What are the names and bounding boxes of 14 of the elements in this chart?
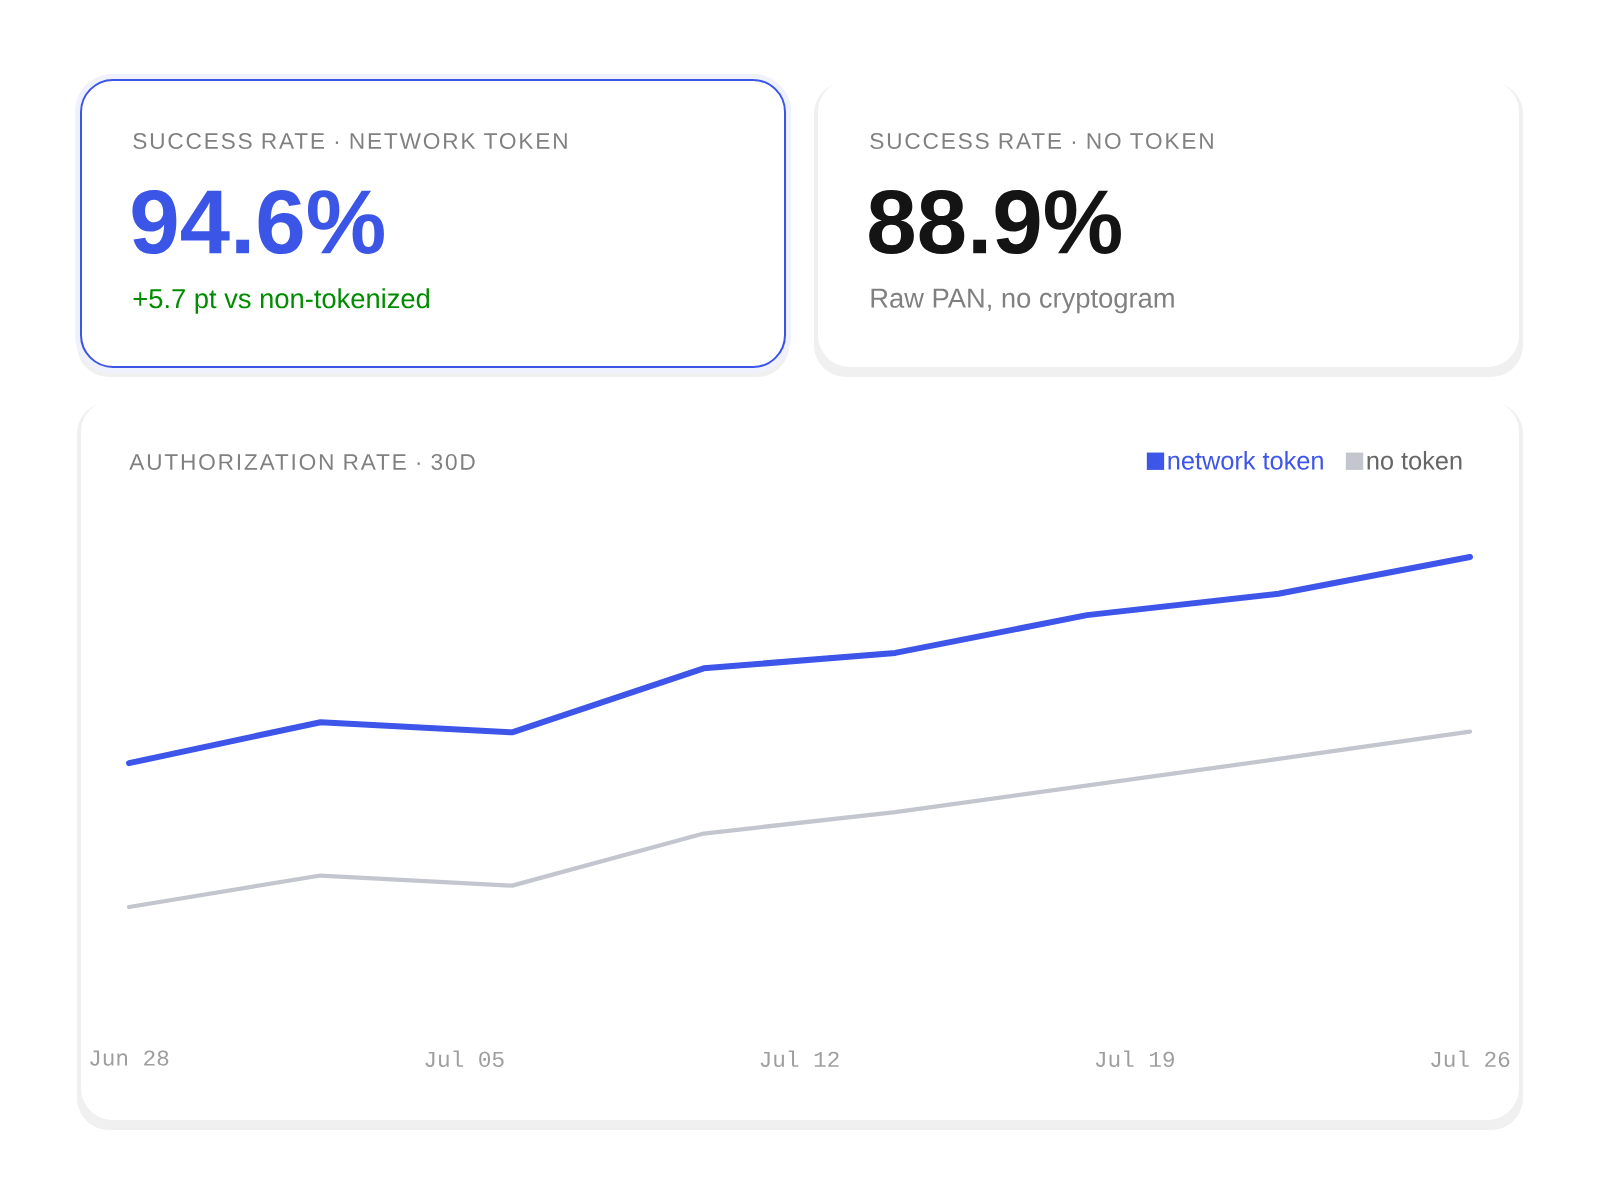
x-tick-label: Jul 05 xyxy=(425,1050,504,1068)
x-tick-label: Jul 12 xyxy=(760,1050,839,1068)
text: SUCCESS RATE · NO TOKEN xyxy=(870,132,1213,150)
text: 94.6% xyxy=(132,189,384,255)
legend-label: network token xyxy=(1168,451,1323,470)
chart-title: AUTHORIZATION RATE · 30D xyxy=(129,453,475,471)
text: 88.9% xyxy=(869,189,1121,255)
x-tick-label: Jul 26 xyxy=(1431,1050,1510,1068)
x-tick-label: Jul 19 xyxy=(1095,1050,1174,1068)
text: SUCCESS RATE · NETWORK TOKEN xyxy=(133,132,567,150)
text: +5.7 pt vs non-tokenized xyxy=(133,288,430,314)
text: Raw PAN, no cryptogram xyxy=(871,288,1174,314)
x-tick-label: Jun 28 xyxy=(90,1050,169,1066)
legend-label: no token xyxy=(1367,451,1462,470)
